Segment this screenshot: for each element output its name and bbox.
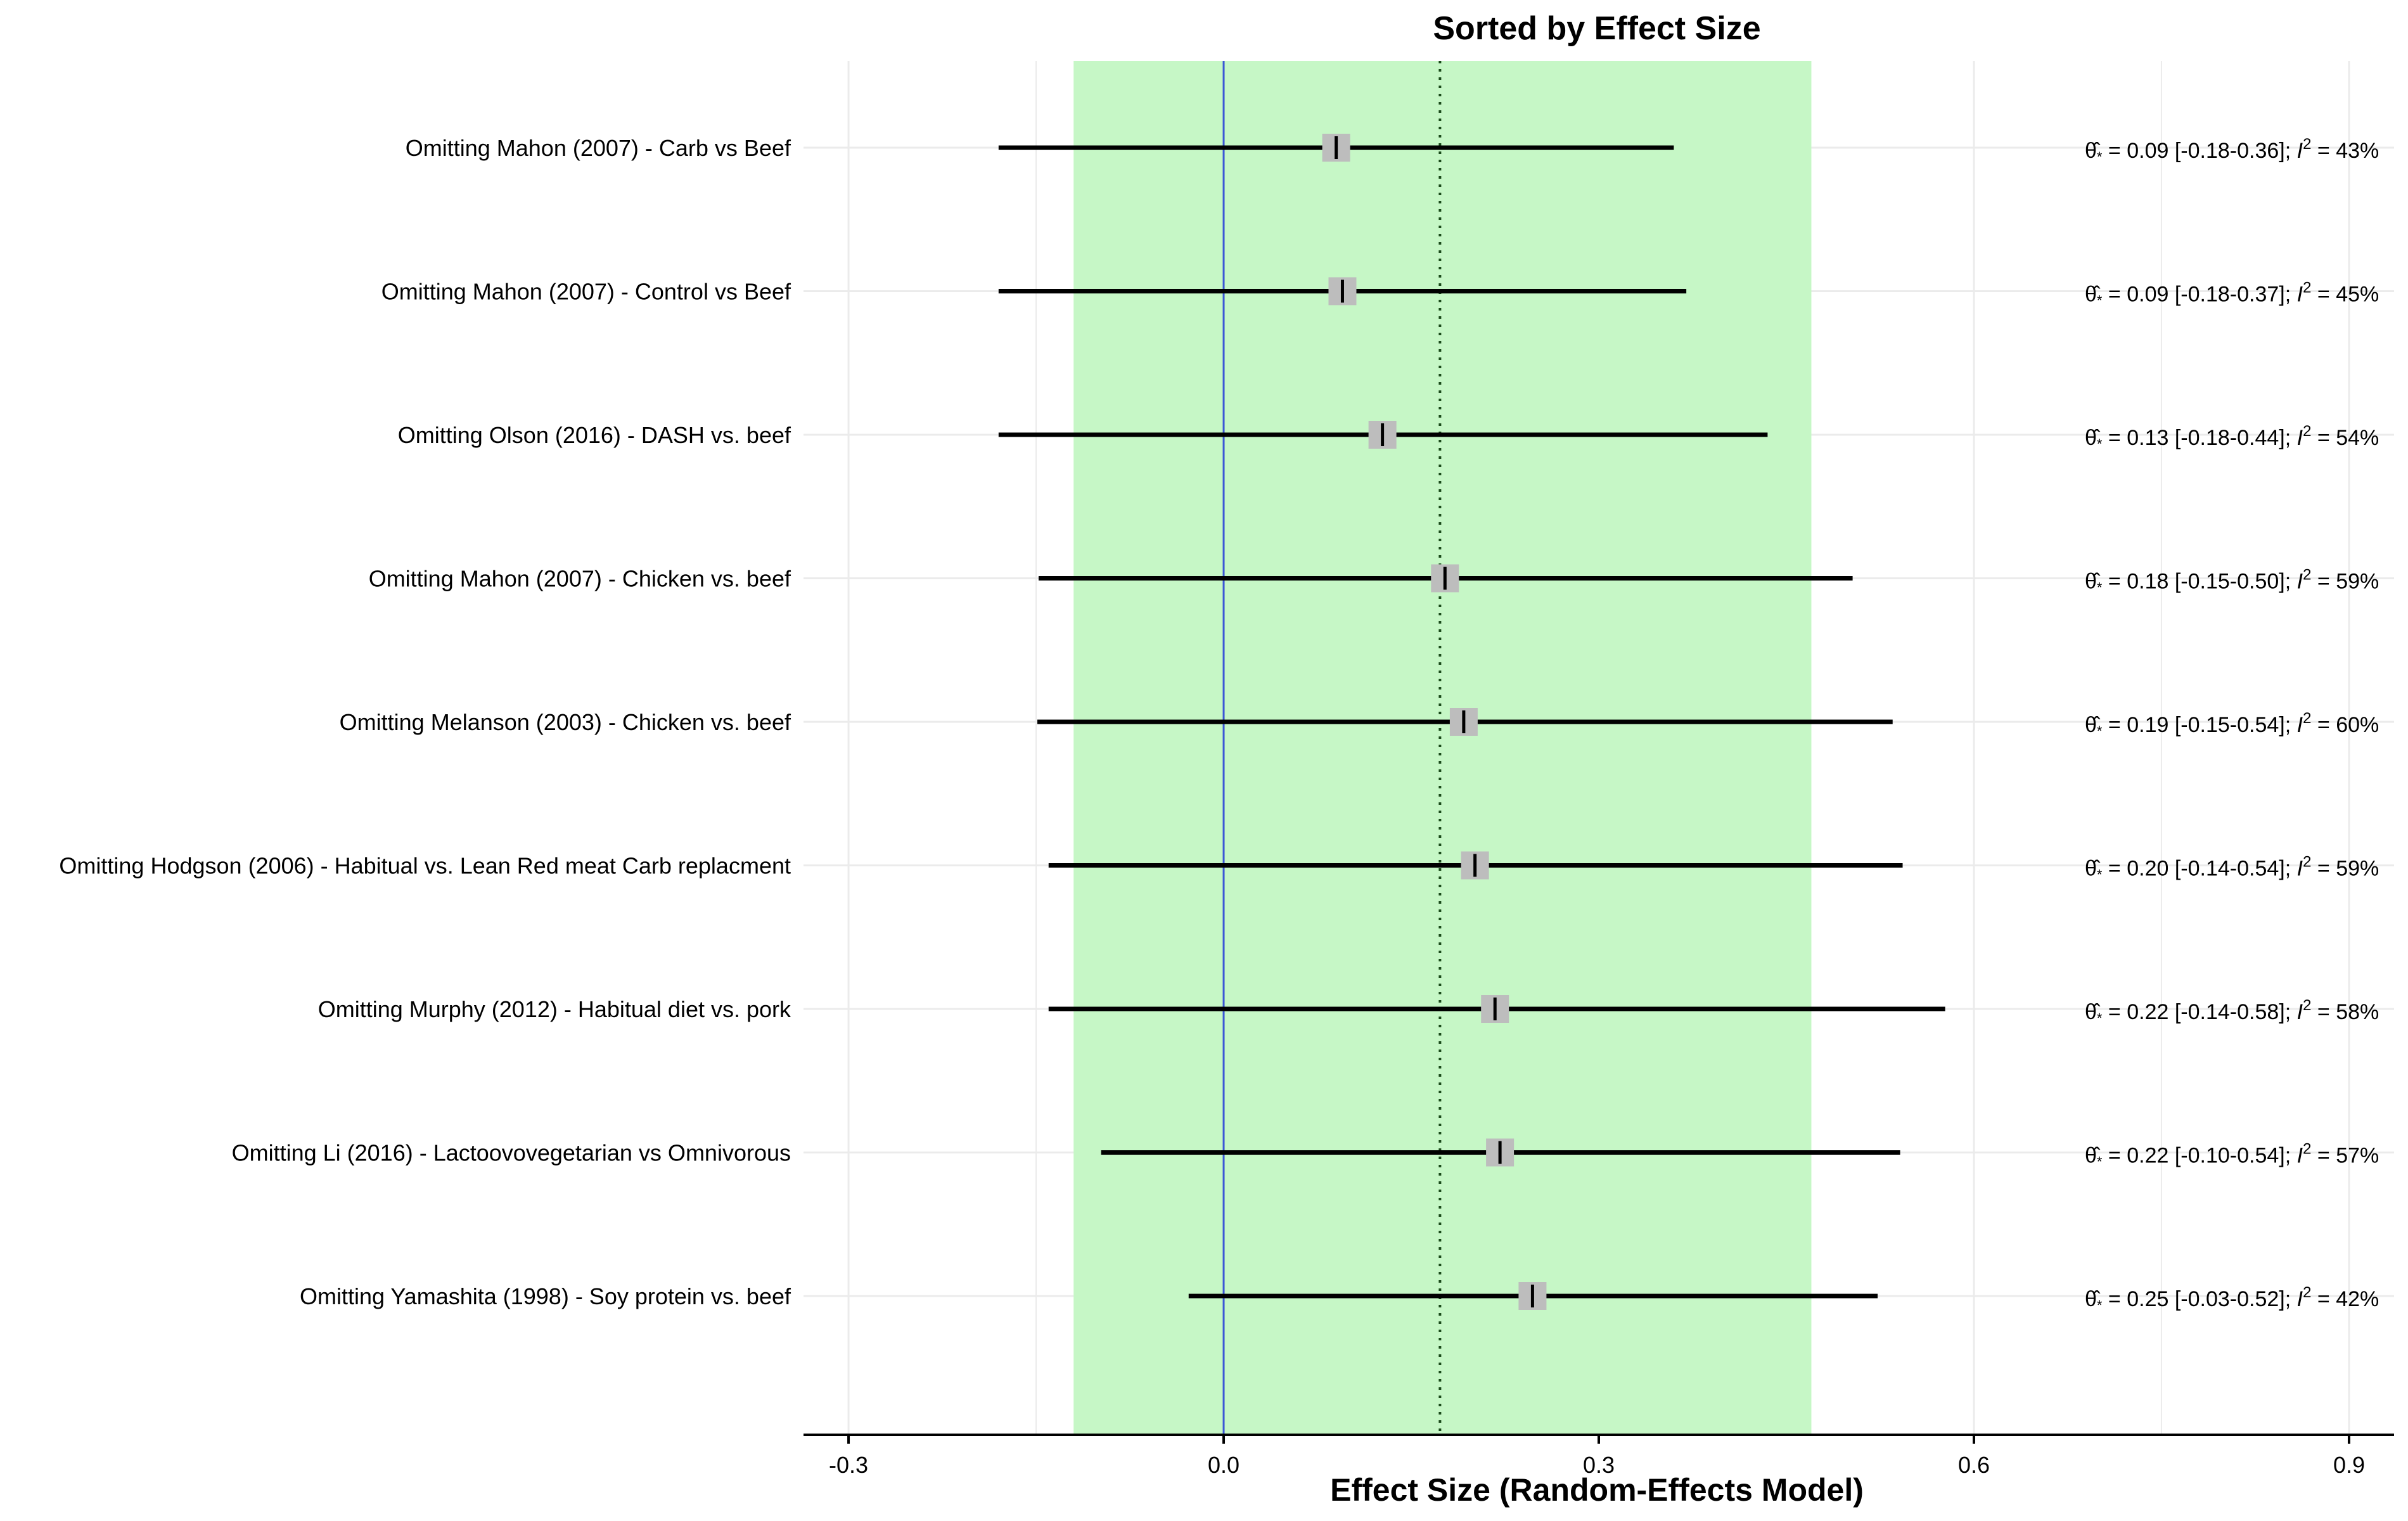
study-label: Omitting Mahon (2007) - Control vs Beef xyxy=(381,279,791,305)
theta-subscript: * xyxy=(2097,1154,2103,1170)
i-squared-symbol: I xyxy=(2297,426,2303,450)
i-squared-symbol: I xyxy=(2297,1287,2303,1311)
row-statistics: θ̂* = 0.19 [-0.15-0.54]; I2 = 60% xyxy=(2085,710,2379,739)
theta-subscript: * xyxy=(2097,293,2103,309)
theta-subscript: * xyxy=(2097,723,2103,739)
theta-subscript: * xyxy=(2097,149,2103,165)
x-tick-label: 0.0 xyxy=(1208,1452,1239,1478)
estimate-and-ci: = 0.22 [-0.10-0.54]; xyxy=(2102,1144,2296,1168)
band-layer xyxy=(1073,61,1812,1435)
estimate-and-ci: = 0.09 [-0.18-0.36]; xyxy=(2102,139,2296,163)
study-label: Omitting Yamashita (1998) - Soy protein … xyxy=(300,1283,791,1309)
i-squared-symbol: I xyxy=(2297,1000,2303,1024)
row-statistics: θ̂* = 0.20 [-0.14-0.54]; I2 = 59% xyxy=(2085,854,2379,883)
estimate-and-ci: = 0.19 [-0.15-0.54]; xyxy=(2102,713,2296,737)
chart-title: Sorted by Effect Size xyxy=(1433,10,1760,47)
i-squared-symbol: I xyxy=(2297,283,2303,307)
i-squared-symbol: I xyxy=(2297,857,2303,881)
study-row: Omitting Murphy (2012) - Habitual diet v… xyxy=(318,995,2379,1026)
i-squared-exponent: 2 xyxy=(2303,136,2311,153)
study-row: Omitting Li (2016) - Lactoovovegetarian … xyxy=(232,1138,2379,1170)
study-label: Omitting Melanson (2003) - Chicken vs. b… xyxy=(340,709,791,735)
study-label: Omitting Hodgson (2006) - Habitual vs. L… xyxy=(59,853,791,879)
estimate-and-ci: = 0.13 [-0.18-0.44]; xyxy=(2102,426,2296,450)
row-statistics: θ̂* = 0.22 [-0.14-0.58]; I2 = 58% xyxy=(2085,997,2379,1026)
estimate-and-ci: = 0.20 [-0.14-0.54]; xyxy=(2102,857,2296,881)
study-row: Omitting Mahon (2007) - Control vs Beef θ… xyxy=(381,277,2379,309)
i-squared-value: = 57% xyxy=(2311,1144,2379,1168)
rows-layer: Omitting Mahon (2007) - Carb vs Beef θ̂* … xyxy=(59,134,2379,1313)
x-tick-label: 0.6 xyxy=(1958,1452,1990,1478)
theta-subscript: * xyxy=(2097,580,2103,596)
x-tick-label: 0.3 xyxy=(1583,1452,1615,1478)
i-squared-exponent: 2 xyxy=(2303,710,2311,727)
study-label: Omitting Olson (2016) - DASH vs. beef xyxy=(398,422,791,448)
i-squared-value: = 60% xyxy=(2311,713,2379,737)
study-row: Omitting Melanson (2003) - Chicken vs. b… xyxy=(340,708,2379,739)
i-squared-value: = 59% xyxy=(2311,857,2379,881)
row-statistics: θ̂* = 0.22 [-0.10-0.54]; I2 = 57% xyxy=(2085,1141,2379,1170)
i-squared-exponent: 2 xyxy=(2303,997,2311,1014)
row-statistics: θ̂* = 0.09 [-0.18-0.36]; I2 = 43% xyxy=(2085,136,2379,165)
i-squared-value: = 45% xyxy=(2311,283,2379,307)
study-label: Omitting Li (2016) - Lactoovovegetarian … xyxy=(232,1140,791,1166)
x-axis-label: Effect Size (Random-Effects Model) xyxy=(1330,1472,1864,1508)
study-label: Omitting Mahon (2007) - Carb vs Beef xyxy=(406,135,791,161)
theta-subscript: * xyxy=(2097,436,2103,452)
estimate-and-ci: = 0.18 [-0.15-0.50]; xyxy=(2102,570,2296,594)
i-squared-symbol: I xyxy=(2297,1144,2303,1168)
x-axis: -0.3 0.0 0.3 0.6 0.9 xyxy=(804,1434,2394,1478)
study-label: Omitting Murphy (2012) - Habitual diet v… xyxy=(318,996,791,1022)
theta-subscript: * xyxy=(2097,867,2103,883)
i-squared-symbol: I xyxy=(2297,139,2303,163)
i-squared-exponent: 2 xyxy=(2303,279,2311,297)
i-squared-value: = 43% xyxy=(2311,139,2379,163)
study-label: Omitting Mahon (2007) - Chicken vs. beef xyxy=(369,566,791,592)
i-squared-exponent: 2 xyxy=(2303,854,2311,871)
study-row: Omitting Hodgson (2006) - Habitual vs. L… xyxy=(59,851,2379,883)
x-tick-label: -0.3 xyxy=(829,1452,868,1478)
i-squared-exponent: 2 xyxy=(2303,567,2311,584)
i-squared-value: = 58% xyxy=(2311,1000,2379,1024)
estimate-and-ci: = 0.22 [-0.14-0.58]; xyxy=(2102,1000,2296,1024)
i-squared-symbol: I xyxy=(2297,713,2303,737)
study-row: Omitting Mahon (2007) - Chicken vs. beef… xyxy=(369,564,2379,596)
row-statistics: θ̂* = 0.25 [-0.03-0.52]; I2 = 42% xyxy=(2085,1284,2379,1313)
i-squared-exponent: 2 xyxy=(2303,1141,2311,1158)
row-statistics: θ̂* = 0.18 [-0.15-0.50]; I2 = 59% xyxy=(2085,567,2379,596)
study-row: Omitting Olson (2016) - DASH vs. beef θ̂*… xyxy=(398,421,2379,452)
theta-subscript: * xyxy=(2097,1297,2103,1313)
study-row: Omitting Mahon (2007) - Carb vs Beef θ̂* … xyxy=(406,134,2379,165)
estimate-and-ci: = 0.25 [-0.03-0.52]; xyxy=(2102,1287,2296,1311)
estimate-and-ci: = 0.09 [-0.18-0.37]; xyxy=(2102,283,2296,307)
i-squared-value: = 42% xyxy=(2311,1287,2379,1311)
i-squared-exponent: 2 xyxy=(2303,1284,2311,1301)
x-tick-label: 0.9 xyxy=(2333,1452,2365,1478)
i-squared-exponent: 2 xyxy=(2303,423,2311,440)
row-statistics: θ̂* = 0.09 [-0.18-0.37]; I2 = 45% xyxy=(2085,279,2379,309)
i-squared-symbol: I xyxy=(2297,570,2303,594)
study-row: Omitting Yamashita (1998) - Soy protein … xyxy=(300,1282,2379,1313)
theta-subscript: * xyxy=(2097,1010,2103,1026)
i-squared-value: = 54% xyxy=(2311,426,2379,450)
prediction-band xyxy=(1073,61,1812,1435)
i-squared-value: = 59% xyxy=(2311,570,2379,594)
row-statistics: θ̂* = 0.13 [-0.18-0.44]; I2 = 54% xyxy=(2085,423,2379,452)
